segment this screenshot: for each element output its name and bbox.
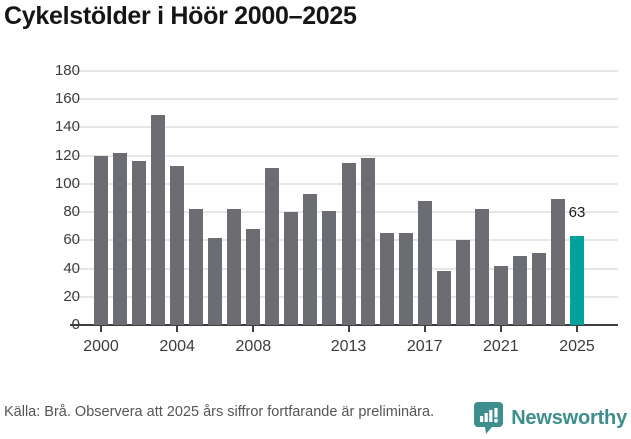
highlight-value-label: 63 [568,204,586,221]
x-tick-2013 [347,326,350,332]
bar-2025 [570,236,584,325]
bar-2008 [246,229,261,325]
bar-2003 [151,114,166,325]
bar-2017 [417,200,432,325]
y-axis-label-120: 120 [54,146,80,164]
bar-2005 [189,209,204,325]
bar-2024 [550,199,565,325]
y-axis-label-40: 40 [63,259,80,277]
bar-2000 [94,155,108,325]
bar-2010 [284,212,299,325]
newsworthy-logo[interactable]: Newsworthy [473,401,627,435]
y-axis-label-160: 160 [54,90,80,108]
bar-2019 [455,240,470,325]
newsworthy-bubble-chart-icon [473,401,504,435]
bar-2015 [379,233,394,325]
x-tick-2025 [576,326,578,332]
bar-2014 [360,158,375,325]
y-axis-label-140: 140 [54,118,80,136]
x-tick-2004 [176,326,179,332]
bar-2012 [322,210,337,325]
y-axis-label-80: 80 [63,203,80,221]
bar-2016 [398,233,413,325]
gridline-120 [70,154,618,157]
x-tick-2008 [252,326,255,332]
gridline-140 [70,126,618,129]
bar-2018 [436,271,451,325]
x-tick-2000 [100,326,102,332]
bar-2006 [208,237,223,325]
x-axis-label-2000: 2000 [83,338,119,355]
gridline-180 [70,70,618,72]
source-note: Källa: Brå. Observera att 2025 års siffr… [4,404,435,420]
y-axis-label-180: 180 [54,62,80,79]
x-axis-label-2017: 2017 [406,338,443,355]
y-axis-label-0: 0 [71,316,80,333]
y-axis-label-60: 60 [63,231,80,249]
bar-2002 [132,161,147,325]
gridline-160 [70,98,618,101]
x-axis-line [70,324,618,326]
bar-2009 [265,168,280,325]
x-axis-label-2013: 2013 [330,338,367,355]
bar-2020 [474,209,489,325]
x-axis-label-2025: 2025 [559,338,595,355]
x-axis-label-2008: 2008 [235,338,272,355]
x-tick-2021 [499,326,502,332]
y-axis-label-100: 100 [54,174,80,192]
bar-2004 [170,165,185,325]
bar-2021 [493,265,508,325]
x-tick-2017 [423,326,426,332]
bar-2007 [227,209,242,325]
bar-2011 [303,193,318,325]
x-axis-label-2021: 2021 [483,338,519,355]
chart-title: Cykelstölder i Höör 2000–2025 [4,2,357,30]
newsworthy-wordmark: Newsworthy [511,406,627,429]
bar-2001 [113,152,128,325]
y-axis-label-20: 20 [63,287,80,305]
bar-2022 [512,255,527,325]
bar-2023 [531,253,546,325]
bar-2013 [341,162,356,325]
x-axis-label-2004: 2004 [159,338,195,355]
